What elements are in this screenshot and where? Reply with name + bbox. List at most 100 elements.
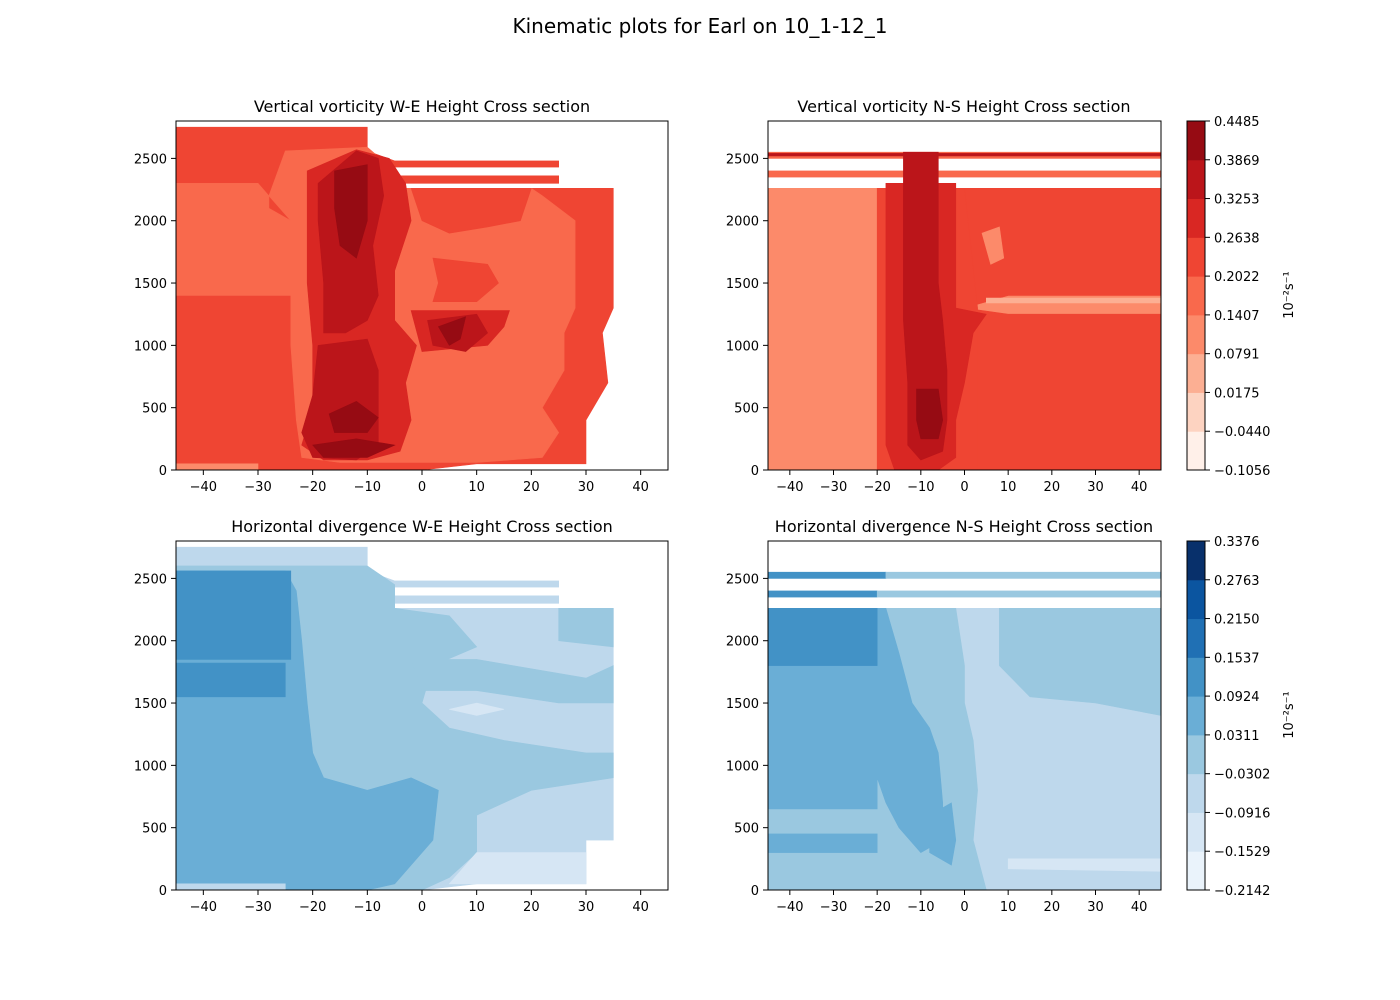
colorbar-tick-label: 0.2022 — [1214, 270, 1260, 285]
x-tick-label: −30 — [244, 900, 271, 915]
contour-region — [176, 570, 292, 660]
x-tick-label: −20 — [863, 900, 890, 915]
y-tick-label: 2500 — [726, 572, 759, 587]
y-tick-label: 2500 — [726, 152, 759, 167]
colorbar-tick-label: 0.2150 — [1214, 613, 1260, 628]
y-tick-label: 1500 — [134, 697, 167, 712]
colorbar-swatch — [1187, 579, 1205, 620]
y-tick-label: 1000 — [726, 339, 759, 354]
x-tick-label: −10 — [354, 900, 381, 915]
y-tick-label: 500 — [142, 822, 167, 837]
contour-region — [176, 883, 286, 890]
y-tick-label: 1500 — [134, 277, 167, 292]
contour-region — [176, 463, 259, 470]
colorbar-tick-label: −0.0302 — [1214, 768, 1270, 783]
contour-region — [176, 183, 292, 296]
colorbar-swatch — [1187, 392, 1205, 432]
colorbar-swatch — [1187, 237, 1205, 277]
colorbar-tick-label: 0.4485 — [1214, 115, 1260, 130]
contour-region — [449, 702, 505, 716]
contour-region — [768, 607, 878, 666]
y-tick-label: 0 — [159, 884, 167, 899]
colorbar-swatch — [1187, 773, 1205, 813]
contour-region — [768, 590, 878, 598]
contour-region — [964, 307, 1161, 470]
x-tick-label: 0 — [418, 900, 426, 915]
contour-region — [916, 388, 944, 440]
colorbar-tick-label: 0.2763 — [1214, 574, 1260, 589]
panel-title: Horizontal divergence W-E Height Cross s… — [231, 517, 613, 536]
x-tick-label: −40 — [776, 900, 803, 915]
colorbar-vorticity: 10⁻²s⁻¹ 0.4485 0.3869 0.3253 0.2638 0.2022 0.… — [1186, 115, 1297, 479]
x-tick-label: −40 — [190, 480, 217, 495]
colorbar-swatch — [1187, 314, 1205, 355]
x-tick-label: −40 — [776, 480, 803, 495]
colorbar-frame — [1186, 120, 1206, 471]
colorbar-swatch — [1187, 276, 1205, 316]
colorbar-tick-label: 0.0924 — [1214, 690, 1260, 705]
x-tick-label: −20 — [299, 900, 326, 915]
x-tick-label: −40 — [190, 900, 217, 915]
y-tick-label: 0 — [751, 464, 759, 479]
x-tick-label: 0 — [418, 480, 426, 495]
colorbar-tick-label: 0.1537 — [1214, 651, 1260, 666]
y-tick-label: 2500 — [134, 152, 167, 167]
x-tick-label: 40 — [632, 900, 649, 915]
colorbar-label: 10⁻²s⁻¹ — [1282, 691, 1297, 738]
contour-region — [985, 297, 1161, 304]
y-tick-label: 500 — [142, 402, 167, 417]
y-tick-label: 2000 — [134, 635, 167, 650]
contour-region — [876, 590, 1161, 598]
x-tick-label: 10 — [1000, 900, 1017, 915]
contour-region — [768, 170, 1161, 178]
x-tick-label: −30 — [820, 480, 847, 495]
contour-region — [437, 316, 467, 346]
x-tick-label: 40 — [1131, 900, 1148, 915]
contour-region — [768, 833, 878, 853]
x-tick-label: 20 — [523, 480, 540, 495]
colorbar-swatch — [1187, 159, 1205, 200]
panel-vorticity-we: Vertical vorticity W-E Height Cross sect… — [134, 97, 669, 495]
colorbar-tick-label: 0.3869 — [1214, 154, 1260, 169]
colorbar-tick-label: −0.1529 — [1214, 845, 1270, 860]
figure-title: Kinematic plots for Earl on 10_1-12_1 — [512, 14, 888, 38]
contour-region — [768, 571, 887, 579]
colorbar-swatch — [1187, 696, 1205, 736]
colorbar-swatch — [1187, 618, 1205, 658]
x-tick-label: −10 — [907, 480, 934, 495]
colorbar-tick-label: −0.0440 — [1214, 425, 1270, 440]
y-tick-label: 1500 — [726, 277, 759, 292]
x-tick-label: −10 — [907, 900, 934, 915]
x-tick-label: 30 — [1087, 480, 1104, 495]
panel-title: Vertical vorticity N-S Height Cross sect… — [797, 97, 1130, 116]
colorbar-tick-label: −0.0916 — [1214, 806, 1270, 821]
colorbar-swatch — [1187, 812, 1205, 852]
colorbar-swatch — [1187, 657, 1205, 697]
x-tick-label: 20 — [1044, 480, 1061, 495]
y-tick-label: 0 — [751, 884, 759, 899]
y-tick-label: 500 — [734, 822, 759, 837]
x-tick-label: 30 — [578, 480, 595, 495]
x-tick-label: 10 — [468, 480, 485, 495]
colorbar-label: 10⁻²s⁻¹ — [1282, 271, 1297, 318]
colorbar-swatch — [1187, 541, 1205, 581]
x-tick-label: −30 — [244, 480, 271, 495]
colorbar-tick-label: −0.1056 — [1214, 464, 1270, 479]
panel-divergence-we: Horizontal divergence W-E Height Cross s… — [134, 517, 669, 915]
contour-region — [328, 401, 379, 433]
y-tick-label: 2500 — [134, 572, 167, 587]
x-tick-label: 0 — [960, 900, 968, 915]
contour-region — [1007, 858, 1161, 872]
contour-region — [334, 164, 368, 259]
x-tick-label: −30 — [820, 900, 847, 915]
contour-region — [410, 659, 614, 704]
panel-vorticity-ns: Vertical vorticity N-S Height Cross sect… — [726, 97, 1162, 495]
y-tick-label: 1000 — [134, 759, 167, 774]
panel-title: Vertical vorticity W-E Height Cross sect… — [254, 97, 590, 116]
colorbar-frame — [1186, 540, 1206, 891]
colorbar-swatch — [1187, 198, 1205, 238]
y-tick-label: 500 — [734, 402, 759, 417]
contour-region — [981, 226, 1005, 265]
y-tick-label: 0 — [159, 464, 167, 479]
